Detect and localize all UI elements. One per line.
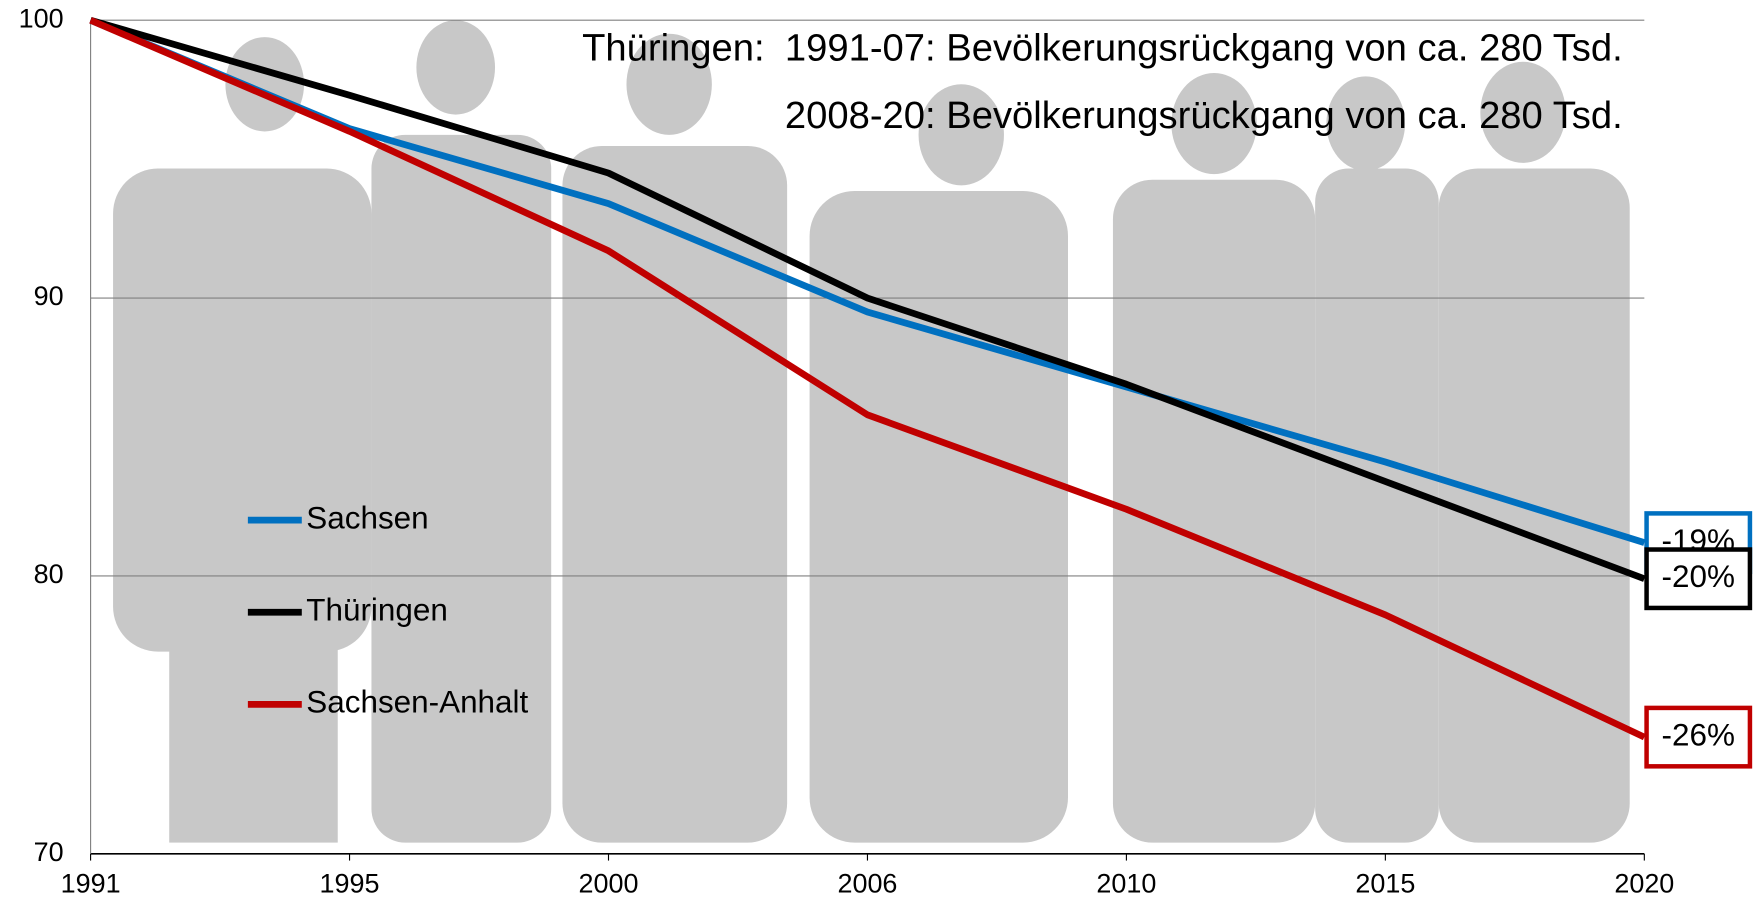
x-tick-label: 1995 — [320, 868, 380, 898]
x-tick-label: 2020 — [1614, 868, 1674, 898]
x-tick-label: 2010 — [1096, 868, 1156, 898]
x-tick-label: 2006 — [837, 868, 897, 898]
x-tick-label: 2015 — [1355, 868, 1415, 898]
page: {"chart_data": {"type": "line", "categor… — [0, 0, 1763, 910]
y-tick-label: 90 — [34, 281, 64, 311]
legend-label: Sachsen — [306, 500, 428, 535]
legend-label: Thüringen — [306, 593, 448, 628]
x-tick-label: 2000 — [579, 868, 639, 898]
y-tick-label: 80 — [34, 559, 64, 589]
annotation-line: 2008-20: Bevölkerungsrückgang von ca. 28… — [785, 94, 1623, 137]
x-tick-label: 1991 — [61, 868, 121, 898]
end-label: -26% — [1662, 717, 1735, 752]
annotation-line: 1991-07: Bevölkerungsrückgang von ca. 28… — [785, 27, 1623, 70]
y-tick-label: 100 — [19, 3, 64, 33]
chart: Thüringen: 1991-07: Bevölkerungsrückgang… — [0, 0, 1763, 910]
legend-label: Sachsen-Anhalt — [306, 685, 528, 720]
y-tick-label: 70 — [34, 837, 64, 867]
annotation-label: Thüringen: — [582, 27, 765, 70]
end-label: -20% — [1662, 559, 1735, 594]
